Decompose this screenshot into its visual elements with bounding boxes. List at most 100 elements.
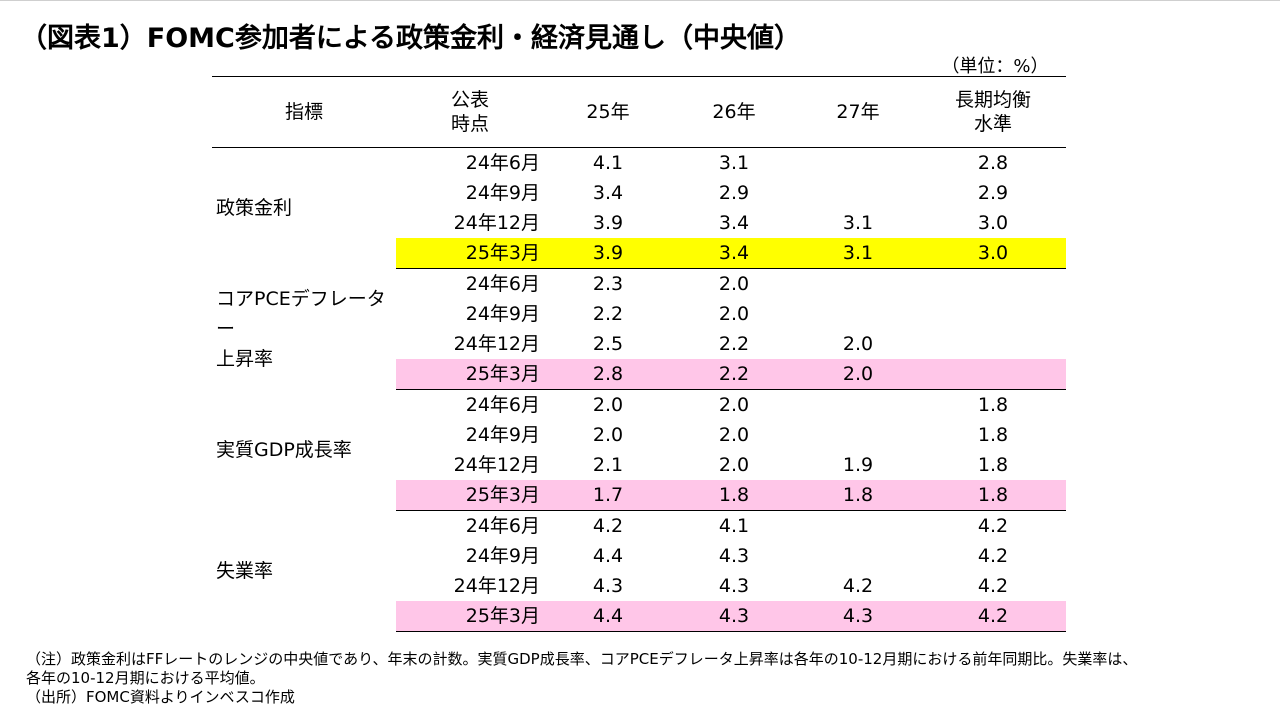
- header-year-25: 25年: [544, 76, 672, 148]
- note-line-2: 各年の10-12月期における平均値。: [26, 669, 265, 687]
- cell-y26: 3.4: [672, 238, 796, 269]
- table-row: 24年12月 4.3 4.3 4.2 4.2: [212, 571, 1066, 601]
- table-row-latest: 25年3月 2.8 2.2 2.0: [212, 359, 1066, 390]
- row-date: 24年9月: [465, 182, 540, 204]
- table-row: 24年9月 4.4 4.3 4.2: [212, 541, 1066, 571]
- cell-longrun: 4.2: [977, 515, 1009, 537]
- header-announce-line2: 時点: [450, 113, 489, 135]
- cell-y27: [796, 390, 920, 421]
- group-label-line1: コアPCEデフレーター: [216, 288, 386, 340]
- group-label: コアPCEデフレーター 上昇率: [212, 269, 396, 390]
- cell-longrun: 3.0: [977, 212, 1009, 234]
- row-date: 24年6月: [465, 515, 540, 537]
- cell-longrun: 1.8: [977, 454, 1009, 476]
- cell-y27: 1.9: [842, 454, 874, 476]
- cell-y25: 1.7: [544, 480, 672, 511]
- cell-y27: [796, 420, 920, 450]
- cell-y27: 4.2: [842, 575, 874, 597]
- cell-y25: 3.9: [592, 212, 624, 234]
- cell-y27: [796, 511, 920, 542]
- cell-longrun: [920, 329, 1066, 359]
- cell-longrun: 3.0: [920, 238, 1066, 269]
- note-line-1: （注）政策金利はFFレートのレンジの中央値であり、年末の計数。実質GDP成長率、…: [26, 650, 1138, 668]
- header-longrun-line2: 水準: [973, 113, 1012, 135]
- cell-y26: 2.2: [718, 333, 750, 355]
- row-date: 24年9月: [465, 424, 540, 446]
- page-title: （図表1）FOMC参加者による政策金利・経済見通し（中央値）: [20, 23, 802, 54]
- cell-y26: 4.1: [718, 515, 750, 537]
- header-longrun: 長期均衡 水準: [920, 76, 1066, 148]
- fomc-projection-table: 指標 公表 時点 25年 26年 27年 長期均衡 水準 政策金利 24年6月 …: [212, 76, 1066, 632]
- cell-y26: 2.0: [718, 303, 750, 325]
- group-label: 実質GDP成長率: [216, 439, 352, 461]
- table-row: 24年9月 2.2 2.0: [212, 299, 1066, 329]
- cell-y25: 3.4: [592, 182, 624, 204]
- table-row-latest: 25年3月 4.4 4.3 4.3 4.2: [212, 601, 1066, 632]
- cell-y27: [796, 148, 920, 179]
- table-row: 24年9月 3.4 2.9 2.9: [212, 178, 1066, 208]
- cell-y25: 4.2: [592, 515, 624, 537]
- table-row: 失業率 24年6月 4.2 4.1 4.2: [212, 511, 1066, 582]
- header-announce-line1: 公表: [450, 89, 489, 111]
- group-label-line2: 上昇率: [216, 348, 274, 370]
- row-date: 24年6月: [465, 152, 540, 174]
- group-real-gdp: 実質GDP成長率 24年6月 2.0 2.0 1.8 24年9月 2.0 2.0…: [212, 390, 1066, 511]
- table-row: 24年12月 2.5 2.2 2.0: [212, 329, 1066, 359]
- header-indicator: 指標: [212, 76, 396, 148]
- cell-y27: [796, 269, 920, 300]
- cell-longrun: 4.2: [977, 545, 1009, 567]
- cell-y27: 3.1: [796, 238, 920, 269]
- table-row-latest: 25年3月 1.7 1.8 1.8 1.8: [212, 480, 1066, 511]
- row-date: 24年12月: [453, 333, 540, 355]
- cell-y25: 2.3: [592, 273, 624, 295]
- cell-y25: 2.0: [592, 394, 624, 416]
- cell-y27: [796, 541, 920, 571]
- group-unemployment: 失業率 24年6月 4.2 4.1 4.2 24年9月 4.4 4.3 4.2 …: [212, 511, 1066, 632]
- cell-y26: 2.0: [718, 454, 750, 476]
- cell-y25: 3.9: [544, 238, 672, 269]
- header-row: 指標 公表 時点 25年 26年 27年 長期均衡 水準: [212, 76, 1066, 148]
- row-date: 25年3月: [396, 601, 544, 632]
- row-date: 25年3月: [396, 480, 544, 511]
- cell-y26: 2.0: [718, 424, 750, 446]
- row-date: 25年3月: [396, 359, 544, 390]
- row-date: 24年12月: [453, 575, 540, 597]
- cell-y26: 2.2: [672, 359, 796, 390]
- row-date: 24年9月: [465, 545, 540, 567]
- cell-longrun: [920, 269, 1066, 300]
- group-core-pce: コアPCEデフレーター 上昇率 24年6月 2.3 2.0 24年9月 2.2 …: [212, 269, 1066, 390]
- table-row: 24年12月 3.9 3.4 3.1 3.0: [212, 208, 1066, 238]
- cell-y27: 4.3: [796, 601, 920, 632]
- cell-longrun: 1.8: [977, 424, 1009, 446]
- unit-label: （単位：%）: [941, 56, 1049, 77]
- row-date: 24年9月: [465, 303, 540, 325]
- header-year-27: 27年: [796, 76, 920, 148]
- cell-y27: 3.1: [842, 212, 874, 234]
- cell-y25: 4.4: [544, 601, 672, 632]
- cell-longrun: 1.8: [920, 480, 1066, 511]
- cell-y26: 4.3: [672, 601, 796, 632]
- group-policy-rate: 政策金利 24年6月 4.1 3.1 2.8 24年9月 3.4 2.9 2.9…: [212, 148, 1066, 269]
- cell-y27: 1.8: [796, 480, 920, 511]
- cell-y27: 2.0: [796, 359, 920, 390]
- cell-y26: 3.1: [718, 152, 750, 174]
- table-row: コアPCEデフレーター 上昇率 24年6月 2.3 2.0: [212, 269, 1066, 370]
- row-date: 24年12月: [453, 454, 540, 476]
- cell-y26: 3.4: [718, 212, 750, 234]
- cell-y26: 2.9: [718, 182, 750, 204]
- header-year-26: 26年: [672, 76, 796, 148]
- table-row: 24年12月 2.1 2.0 1.9 1.8: [212, 450, 1066, 480]
- cell-y26: 2.0: [718, 394, 750, 416]
- table-row-latest: 25年3月 3.9 3.4 3.1 3.0: [212, 238, 1066, 269]
- group-label: 失業率: [216, 560, 274, 582]
- footnotes: （注）政策金利はFFレートのレンジの中央値であり、年末の計数。実質GDP成長率、…: [26, 650, 1276, 707]
- cell-y27: [796, 299, 920, 329]
- cell-y25: 2.5: [592, 333, 624, 355]
- cell-longrun: 2.9: [977, 182, 1009, 204]
- row-date: 24年6月: [465, 394, 540, 416]
- header-announce-date: 公表 時点: [396, 76, 544, 148]
- cell-longrun: 4.2: [920, 601, 1066, 632]
- cell-y25: 4.4: [592, 545, 624, 567]
- cell-y26: 4.3: [718, 575, 750, 597]
- header-longrun-line1: 長期均衡: [954, 89, 1031, 111]
